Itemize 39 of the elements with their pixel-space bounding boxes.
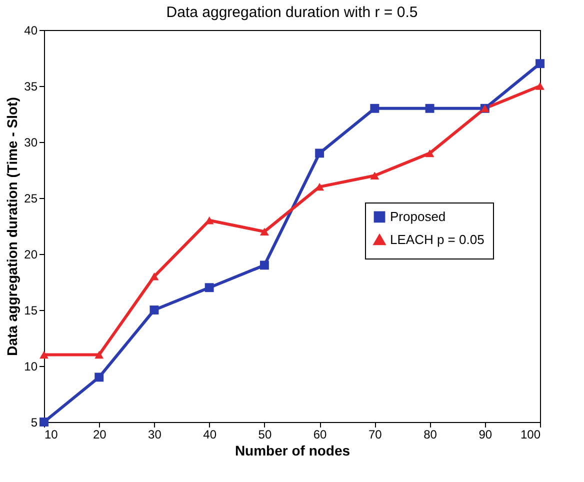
point xyxy=(536,82,544,90)
point xyxy=(315,148,324,158)
legend-label: Proposed xyxy=(390,208,446,224)
y-tick-label: 20 xyxy=(24,248,38,262)
point xyxy=(260,260,269,270)
y-tick-label: 25 xyxy=(24,192,38,206)
x-tick-label: 90 xyxy=(478,428,492,442)
x-tick-label: 20 xyxy=(92,428,107,442)
legend-label: LEACH p = 0.05 xyxy=(390,232,484,247)
point xyxy=(150,306,159,314)
point xyxy=(204,283,214,292)
point xyxy=(40,418,48,426)
x-tick-label: 70 xyxy=(368,428,382,442)
x-tick-label: 50 xyxy=(258,428,272,442)
point xyxy=(536,59,544,68)
point xyxy=(94,350,104,359)
point xyxy=(425,104,434,113)
point xyxy=(370,104,380,113)
point xyxy=(94,372,104,382)
x-tick-label: 40 xyxy=(203,428,217,442)
point xyxy=(40,350,48,359)
point xyxy=(150,272,159,280)
x-tick-label: 60 xyxy=(313,428,328,442)
y-tick-label: 15 xyxy=(24,304,38,318)
x-tick-label: 10 xyxy=(44,428,58,442)
y-tick-label: 5 xyxy=(30,416,38,430)
chart-title: Data aggregation duration with r = 0.5 xyxy=(166,4,418,21)
x-tick-label: 30 xyxy=(148,428,162,442)
y-tick-label: 35 xyxy=(24,80,38,94)
x-tick-label: 80 xyxy=(424,428,438,442)
point xyxy=(370,172,380,180)
y-tick-label: 30 xyxy=(24,136,38,150)
y-tick-label: 40 xyxy=(24,24,38,38)
x-tick-label: 100 xyxy=(520,428,541,442)
y-tick-label: 10 xyxy=(24,360,38,374)
y-axis-title: Data aggregation duration (Time - Slot) xyxy=(4,97,20,356)
point xyxy=(260,228,269,236)
point xyxy=(425,149,434,158)
x-axis-title: Number of nodes xyxy=(234,442,350,458)
